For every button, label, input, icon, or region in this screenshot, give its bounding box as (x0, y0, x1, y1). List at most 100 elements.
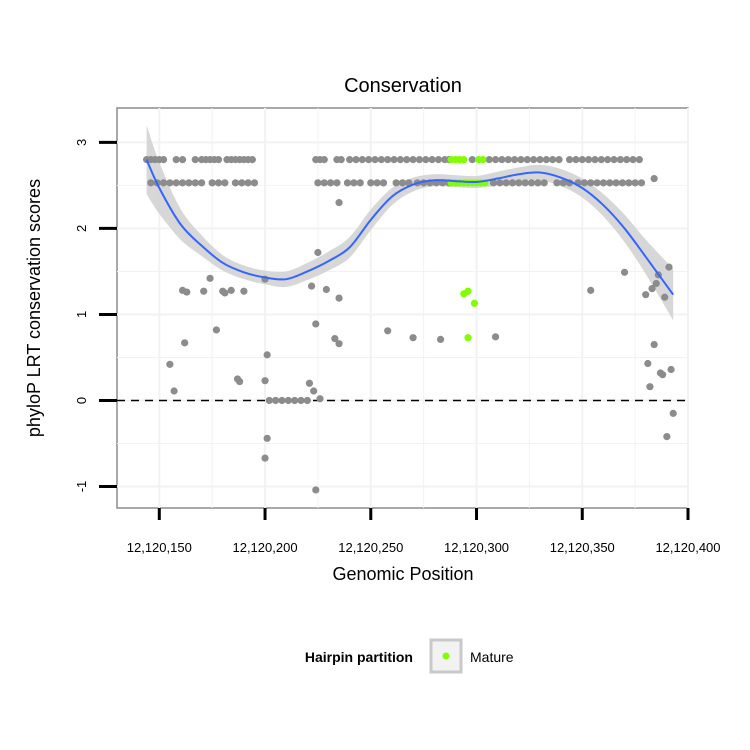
data-point (623, 156, 631, 164)
mature-point (479, 156, 487, 164)
data-point (409, 334, 417, 342)
x-axis-title: Genomic Position (332, 564, 473, 584)
data-point (191, 179, 199, 187)
mature-point (464, 287, 472, 295)
data-point (333, 179, 341, 187)
x-tick-label: 12,120,350 (550, 540, 615, 555)
data-point (191, 156, 199, 164)
data-point (227, 286, 235, 294)
legend: Hairpin partition Mature (305, 638, 514, 674)
y-tick-label: -1 (74, 481, 89, 493)
confidence-band-area (146, 125, 674, 321)
legend-title: Hairpin partition (305, 649, 413, 665)
data-point (377, 156, 385, 164)
data-point (534, 179, 542, 187)
x-tick-label: 12,120,250 (338, 540, 403, 555)
data-point (604, 156, 612, 164)
data-point (238, 179, 246, 187)
y-axis-title: phyloP LRT conservation scores (24, 179, 44, 437)
data-point (371, 156, 379, 164)
x-tick-label: 12,120,150 (127, 540, 192, 555)
data-point (642, 291, 650, 299)
data-point (396, 156, 404, 164)
data-point (585, 156, 593, 164)
data-point (316, 395, 324, 403)
data-point (172, 179, 180, 187)
data-point (530, 156, 538, 164)
data-point (314, 248, 322, 257)
data-point (436, 335, 445, 343)
data-point (326, 179, 335, 187)
data-point (667, 365, 675, 374)
data-point (403, 156, 411, 164)
data-point (652, 279, 660, 288)
data-point (183, 288, 191, 296)
data-point (261, 454, 269, 462)
data-point (335, 199, 343, 207)
data-point (303, 396, 311, 405)
data-point (549, 156, 557, 164)
data-point (635, 156, 643, 164)
data-point (261, 377, 269, 385)
data-point (208, 179, 216, 187)
data-point (170, 387, 178, 395)
data-point (159, 156, 168, 164)
data-point (147, 179, 155, 187)
data-point (312, 320, 320, 328)
data-point (214, 179, 223, 187)
data-point (504, 156, 512, 164)
data-point (172, 156, 180, 164)
data-point (502, 179, 510, 187)
data-point (297, 396, 305, 405)
data-point (335, 340, 343, 348)
data-point (587, 286, 595, 294)
data-point (212, 326, 220, 334)
data-point (379, 179, 388, 187)
data-point (278, 396, 286, 405)
data-point (508, 179, 517, 187)
data-point (572, 156, 580, 164)
x-tick-label: 12,120,200 (232, 540, 297, 555)
data-point (496, 179, 504, 187)
data-point (398, 179, 407, 187)
loess-smooth-line (145, 159, 675, 296)
data-point (206, 274, 214, 282)
data-point (178, 156, 187, 164)
data-point (392, 179, 400, 187)
data-point (669, 409, 677, 417)
data-point (434, 156, 443, 164)
data-point (244, 179, 252, 187)
data-point (312, 486, 320, 494)
data-point (263, 351, 271, 359)
data-point (491, 333, 500, 341)
data-point (422, 156, 430, 164)
data-point (555, 156, 563, 164)
data-point (166, 360, 174, 368)
data-point (540, 179, 548, 187)
mature-point (460, 156, 468, 164)
data-point (659, 371, 667, 379)
data-point (236, 377, 244, 386)
data-point (565, 156, 574, 164)
data-point (620, 268, 629, 276)
data-point (625, 179, 633, 187)
data-point (553, 179, 561, 187)
data-point (517, 156, 525, 164)
data-point (409, 156, 417, 164)
data-point (314, 179, 322, 187)
data-point (650, 174, 658, 183)
data-point (650, 340, 658, 349)
data-point (337, 156, 345, 164)
data-point (284, 396, 292, 405)
data-point (612, 179, 620, 187)
data-point (367, 179, 375, 187)
data-point (527, 179, 536, 187)
data-point (591, 156, 599, 164)
data-point (485, 156, 493, 164)
confidence-band (146, 125, 674, 321)
data-point (536, 156, 544, 164)
data-point (197, 179, 206, 187)
data-point (390, 156, 398, 164)
x-tick-label: 12,120,400 (655, 540, 720, 555)
data-point (428, 156, 436, 164)
